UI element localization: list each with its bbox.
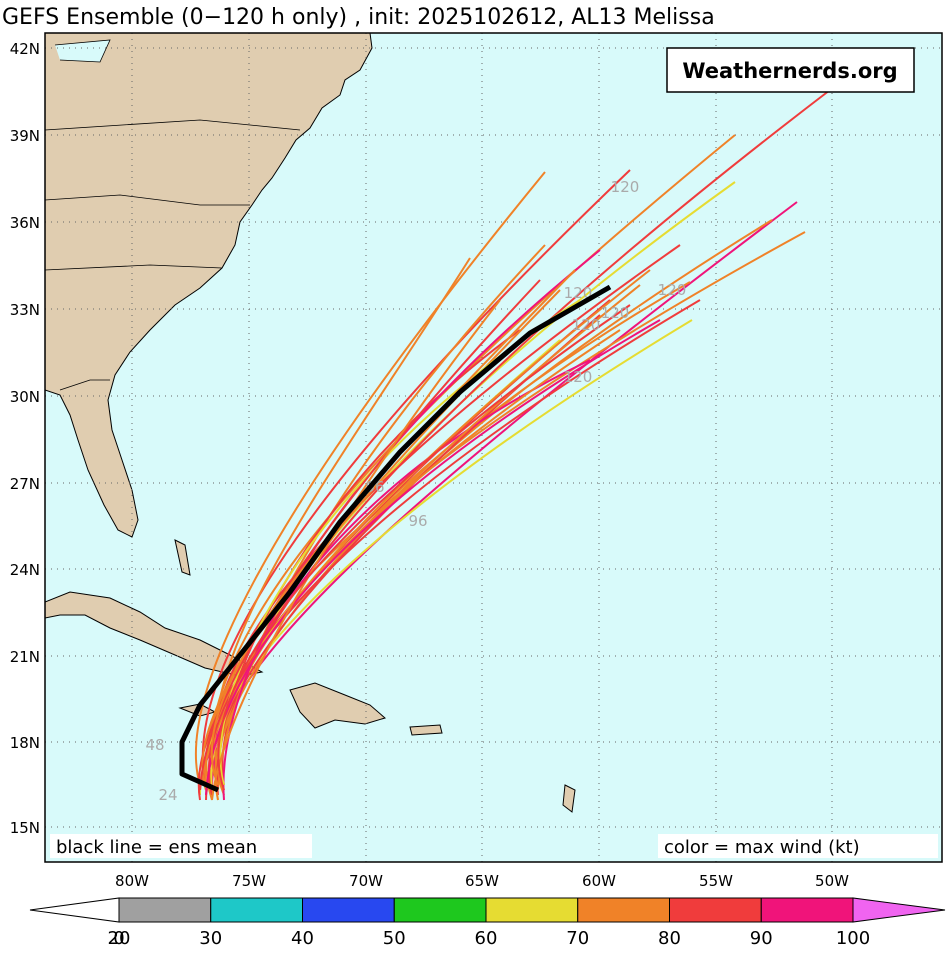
lesser-antilles [562, 784, 576, 813]
state-borders [45, 264, 223, 271]
lon-label: 50W [815, 872, 849, 890]
lat-label: 36N [10, 214, 40, 232]
lon-label: 55W [699, 872, 733, 890]
ensemble-track [221, 89, 831, 786]
lon-label: 60W [582, 872, 616, 890]
colorbar-segment [669, 897, 762, 923]
state-borders [45, 194, 250, 206]
lon-label: 75W [232, 872, 266, 890]
colorbar-label: 40 [291, 928, 314, 949]
ensemble-mean-track [179, 284, 612, 793]
north-america [45, 33, 373, 538]
lon-label: 70W [349, 872, 383, 890]
note-right: color = max wind (kt) [664, 837, 860, 858]
note-box [658, 834, 938, 858]
colorbar-label: 30 [199, 928, 222, 949]
colorbar-over [852, 897, 946, 923]
hispaniola [289, 682, 387, 729]
lat-label: 27N [10, 475, 40, 493]
lat-label: 18N [10, 734, 40, 752]
lat-label: 24N [10, 561, 40, 579]
ensemble-track [210, 269, 576, 786]
note-left: black line = ens mean [56, 837, 257, 858]
track-hour-label: 120 [601, 304, 630, 322]
colorbar-segment [393, 897, 487, 923]
colorbar-label: 60 [475, 928, 498, 949]
note-box [50, 834, 312, 858]
ensemble-track [219, 299, 581, 786]
colorbar-label: 80 [658, 928, 681, 949]
track-hour-label: 48 [145, 736, 164, 754]
colorbar-under [29, 897, 120, 923]
bahamas [174, 539, 191, 576]
track-hour-label: 120 [572, 316, 601, 334]
puerto-rico [409, 724, 443, 736]
colorbar-label: 0 [113, 928, 124, 949]
map-frame [44, 32, 943, 863]
colorbar-label: 20 [108, 928, 131, 949]
ensemble-track [213, 257, 471, 796]
lon-label: 80W [115, 872, 149, 890]
ensemble-track [217, 244, 546, 791]
colorbar-segment [118, 897, 212, 923]
title: GEFS Ensemble (0−120 h only) , init: 202… [2, 5, 715, 30]
state-borders [59, 379, 110, 391]
ensemble-track [199, 201, 798, 791]
state-borders [45, 119, 301, 131]
colorbar-segment [760, 897, 854, 923]
colorbar-label: 50 [383, 928, 406, 949]
track-hour-label: 120 [564, 368, 593, 386]
watermark-box [666, 47, 915, 93]
track-hour-label: 24 [158, 786, 177, 804]
ensemble-track [201, 169, 631, 791]
lat-label: 21N [10, 648, 40, 666]
colorbar-label: 90 [750, 928, 773, 949]
colorbar-label: 70 [566, 928, 589, 949]
lat-label: 33N [10, 301, 40, 319]
ensemble-track [205, 319, 661, 796]
track-hour-label: 96 [408, 512, 427, 530]
lat-label: 42N [10, 40, 40, 58]
track-hour-label: 96 [365, 478, 384, 496]
colorbar-label: 100 [836, 928, 870, 949]
colorbar-segment [485, 897, 579, 923]
colorbar-segment [210, 897, 303, 923]
ensemble-track [217, 304, 631, 791]
lat-label: 39N [10, 127, 40, 145]
lakes [54, 39, 111, 63]
track-hour-label: 120 [564, 284, 593, 302]
lat-label: 15N [10, 819, 40, 837]
ensemble-track [199, 279, 541, 791]
colorbar-segment [577, 897, 670, 923]
track-hour-label: 120 [658, 281, 687, 299]
colorbar-segment [302, 897, 395, 923]
lat-label: 30N [10, 388, 40, 406]
track-hour-label: 120 [611, 178, 640, 196]
ensemble-track [211, 299, 501, 801]
lon-label: 65W [465, 872, 499, 890]
watermark: Weathernerds.org [682, 59, 897, 83]
